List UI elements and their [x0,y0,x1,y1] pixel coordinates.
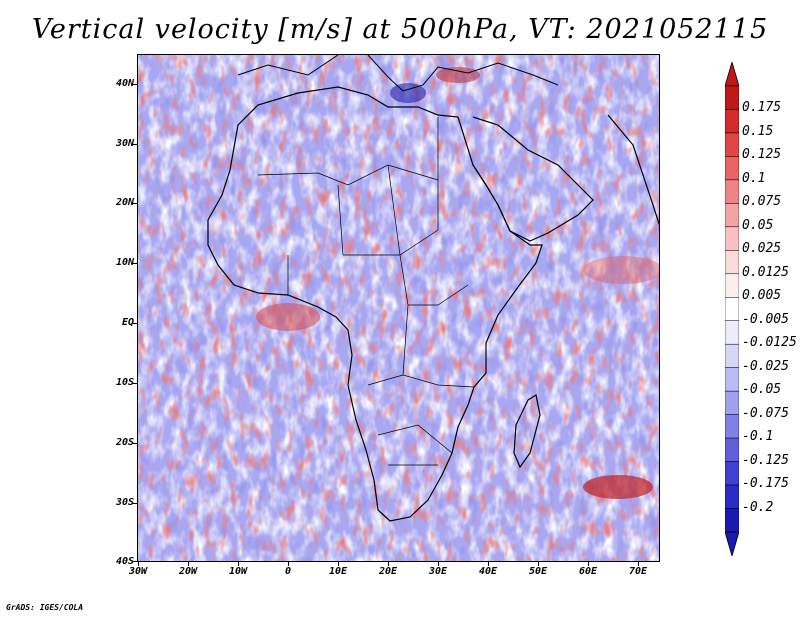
lat-label-40s: 40S [115,556,134,567]
colorbar-label: -0.05 [742,382,782,398]
colorbar-cell [725,461,739,486]
lat-label-10s: 10S [115,377,134,388]
colorbar-label: 0.125 [742,147,782,163]
map-panel [137,54,660,562]
lat-tick-10n [132,263,137,264]
lat-tick-10s [132,383,137,384]
velocity-field [138,55,659,561]
colorbar-cell [725,508,739,533]
colorbar-cell [725,156,739,181]
lat-label-40n: 40N [115,78,134,89]
lon-label-20w: 20W [178,566,198,577]
lon-label-20e: 20E [378,566,398,577]
colorbar-label: 0.175 [742,100,782,116]
lon-label-40e: 40E [478,566,498,577]
colorbar-cell [725,250,739,275]
lat-label-30n: 30N [115,138,134,149]
colorbar-cell [725,390,739,415]
mediterranean-downward-patch [390,83,426,103]
colorbar-label: -0.075 [742,405,789,421]
lat-tick-30n [132,144,137,145]
lon-tick-50e [538,562,539,566]
colorbar-label: -0.1 [742,429,774,445]
lat-label-eq: EQ [121,317,134,328]
africa-coastline [207,86,543,522]
lon-label-10e: 10E [328,566,348,577]
colorbar-cells [725,85,739,533]
colorbar-label: -0.0125 [742,335,797,351]
india-coastline [607,114,659,226]
arabia-coastline [472,116,594,242]
colorbar-cell [725,85,739,110]
lon-tick-30w [138,562,139,566]
europe-coastline [237,55,559,92]
lat-label-20n: 20N [115,197,134,208]
colorbar-cell [725,109,739,134]
colorbar-cell [725,226,739,251]
colorbar-label: -0.175 [742,476,789,492]
lat-tick-20n [132,203,137,204]
colorbar-cell [725,367,739,392]
lat-tick-eq [132,323,137,324]
colorbar-cell [725,343,739,368]
turkey-upward-patch [436,67,480,83]
lon-label-10w: 10W [228,566,248,577]
lon-tick-10w [238,562,239,566]
colorbar-bottom-arrow [725,531,739,556]
colorbar-cell [725,273,739,298]
lon-tick-20e [388,562,389,566]
colorbar-cell [725,297,739,321]
colorbar-label: -0.125 [742,452,789,468]
lat-tick-40n [132,84,137,85]
lon-tick-10e [338,562,339,566]
indian-ocean-upward-patch [583,475,653,499]
colorbar-cell [725,179,739,204]
lon-label-60e: 60E [578,566,598,577]
lon-label-30e: 30E [428,566,448,577]
colorbar-cell [725,203,739,228]
colorbar-label: 0.15 [742,123,774,139]
country-borders [257,117,475,466]
lon-label-30w: 30W [128,566,148,577]
colorbar-label: 0.0125 [742,264,789,280]
colorbar-cell [725,437,739,462]
colorbar-label: -0.2 [742,499,774,515]
lat-tick-20s [132,443,137,444]
lat-label-10n: 10N [115,257,134,268]
colorbar-cell [725,414,739,439]
lon-tick-60e [588,562,589,566]
lon-tick-0 [288,562,289,566]
madagascar-coastline [513,394,541,469]
colorbar-label: 0.1 [742,170,766,186]
colorbar-label: 0.025 [742,241,782,257]
lon-tick-20w [188,562,189,566]
lat-tick-40s [132,561,137,562]
colorbar-label: 0.075 [742,194,782,210]
grads-credit: GrADS: IGES/COLA [6,603,84,612]
colorbar-cell [725,320,739,345]
lon-tick-40e [488,562,489,566]
colorbar-label: 0.05 [742,217,774,233]
colorbar-cell [725,484,739,509]
colorbar [725,62,739,556]
lon-tick-30e [438,562,439,566]
lat-label-20s: 20S [115,437,134,448]
lat-label-30s: 30S [115,497,134,508]
colorbar-cell [725,132,739,157]
colorbar-top-arrow [725,62,739,87]
map-title: Vertical velocity [m/s] at 500hPa, VT: 2… [31,14,769,45]
lat-tick-30s [132,503,137,504]
lon-label-50e: 50E [528,566,548,577]
gulf-guinea-upward-patch [256,303,320,331]
colorbar-label: -0.025 [742,358,789,374]
field-downward-patches [138,55,659,561]
lon-label-0: 0 [284,566,292,577]
lon-tick-70e [638,562,639,566]
colorbar-label: 0.005 [742,288,782,304]
lon-label-70e: 70E [628,566,648,577]
arabian-sea-upward-patch [583,256,659,284]
colorbar-label: -0.005 [742,311,789,327]
